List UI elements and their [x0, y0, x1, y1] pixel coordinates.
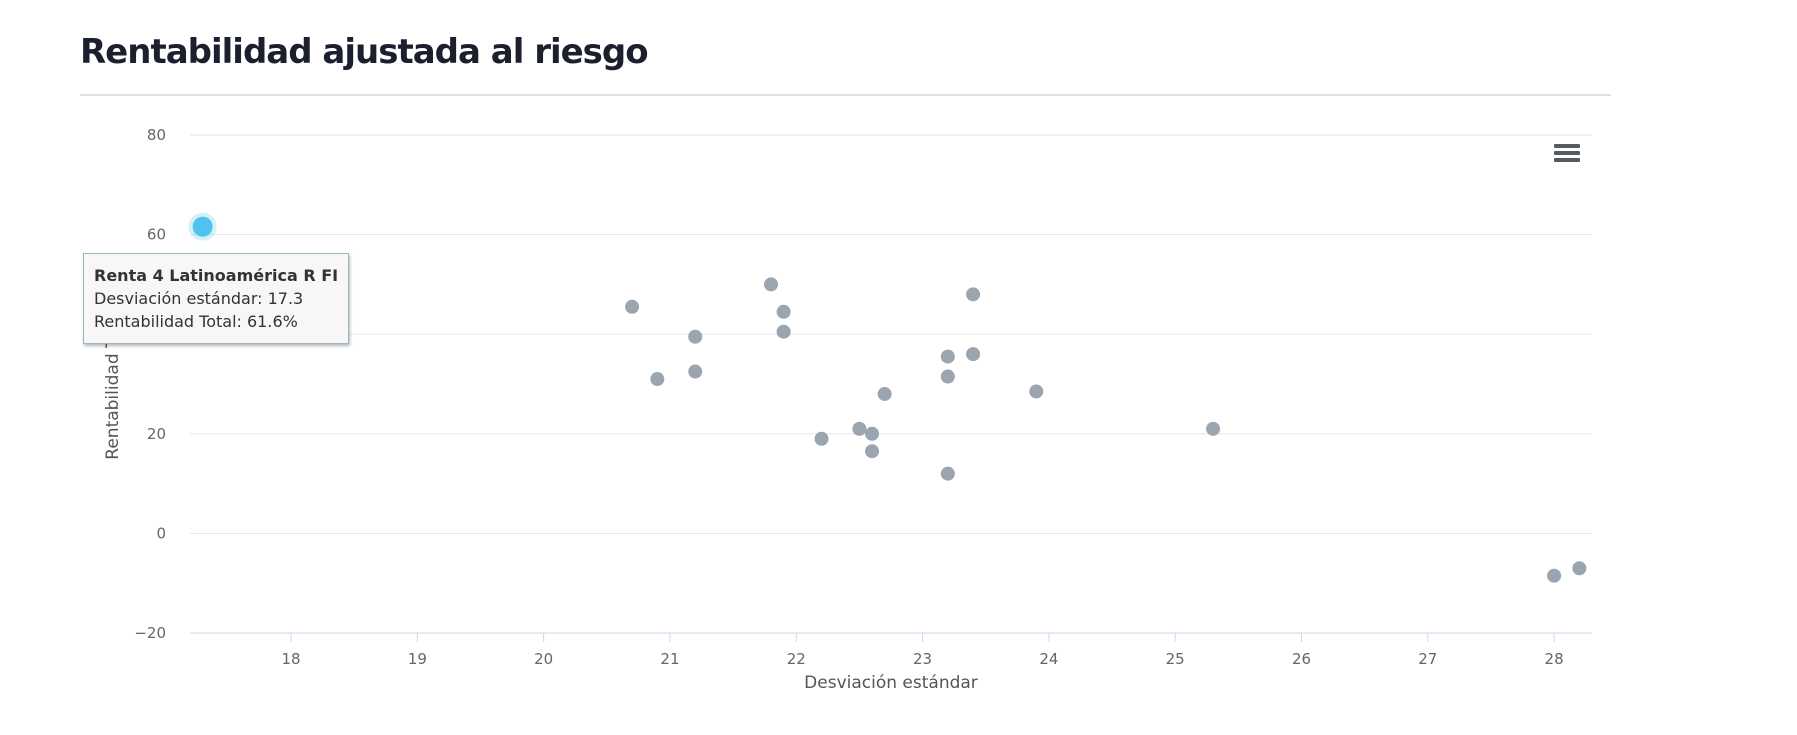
chart-context-menu-button[interactable] — [1548, 138, 1582, 170]
data-point[interactable] — [865, 426, 880, 441]
point-tooltip: Renta 4 Latinoamérica R FI Desviación es… — [83, 253, 350, 344]
data-point[interactable] — [940, 349, 955, 364]
grid-lines — [190, 134, 1592, 634]
data-point[interactable] — [776, 324, 791, 339]
x-tick-label: 22 — [787, 650, 806, 668]
x-tick-label: 19 — [408, 650, 427, 668]
data-point[interactable] — [865, 444, 880, 459]
tooltip-title: Renta 4 Latinoamérica R FI — [94, 266, 339, 285]
y-axis-title: Rentabilidad Total — [103, 308, 123, 459]
data-point[interactable] — [1572, 561, 1587, 576]
y-tick-label: −20 — [134, 624, 166, 642]
x-tick-label: 25 — [1166, 650, 1185, 668]
x-tick-label: 21 — [660, 650, 679, 668]
data-point[interactable] — [852, 421, 867, 436]
data-point[interactable] — [1547, 568, 1562, 583]
data-point[interactable] — [688, 364, 703, 379]
axis-ticks: −200204060801819202122232425262728 — [134, 126, 1563, 668]
data-point[interactable] — [966, 287, 981, 302]
data-point[interactable] — [940, 466, 955, 481]
data-point[interactable] — [1206, 421, 1221, 436]
tooltip-return: Rentabilidad Total: 61.6% — [94, 312, 298, 331]
data-point[interactable] — [776, 304, 791, 319]
data-point[interactable] — [650, 372, 665, 387]
y-tick-label: 60 — [147, 226, 166, 244]
data-point[interactable] — [966, 347, 981, 362]
x-tick-label: 18 — [281, 650, 300, 668]
data-point[interactable] — [877, 386, 892, 401]
x-tick-label: 28 — [1545, 650, 1564, 668]
y-tick-label: 20 — [147, 425, 166, 443]
x-axis-title: Desviación estándar — [804, 673, 978, 693]
x-tick-label: 20 — [534, 650, 553, 668]
data-point[interactable] — [625, 299, 640, 314]
data-point[interactable] — [940, 369, 955, 384]
data-point[interactable] — [1029, 384, 1044, 399]
page-title: Rentabilidad ajustada al riesgo — [80, 32, 649, 72]
x-tick-label: 26 — [1292, 650, 1311, 668]
x-tick-label: 27 — [1418, 650, 1437, 668]
x-tick-label: 24 — [1039, 650, 1058, 668]
tooltip-std-dev: Desviación estándar: 17.3 — [94, 289, 304, 308]
hamburger-menu-icon — [1554, 144, 1580, 148]
data-point[interactable] — [764, 277, 779, 292]
data-points[interactable] — [188, 212, 1587, 583]
y-tick-label: 80 — [147, 126, 166, 144]
highlighted-data-point[interactable] — [192, 216, 213, 237]
data-point[interactable] — [814, 431, 829, 446]
title-divider — [80, 94, 1611, 96]
y-tick-label: 0 — [156, 524, 166, 542]
data-point[interactable] — [688, 329, 703, 344]
x-tick-label: 23 — [913, 650, 932, 668]
